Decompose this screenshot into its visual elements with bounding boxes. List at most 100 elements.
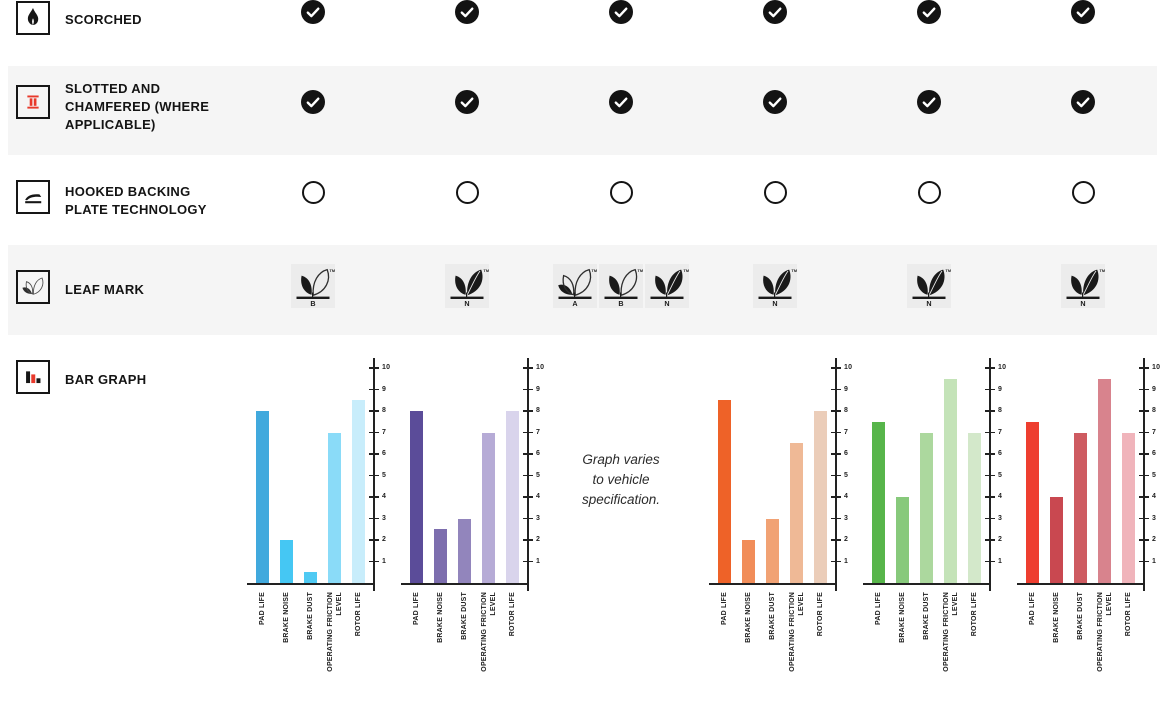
y-axis-tick-label: 5 bbox=[382, 471, 387, 479]
row-label-slotted-chamfered: SLOTTED AND CHAMFERED (WHERE APPLICABLE) bbox=[65, 81, 210, 132]
y-axis-tick bbox=[1139, 410, 1149, 412]
y-axis-tick bbox=[985, 367, 995, 369]
leaf-mark-box: N TM bbox=[645, 264, 689, 308]
y-axis-tick-label: 8 bbox=[1152, 407, 1157, 414]
y-axis-tick-label: 8 bbox=[844, 407, 849, 414]
check-wrap bbox=[609, 0, 633, 66]
y-axis-tick bbox=[831, 367, 841, 369]
y-axis-tick-label: 4 bbox=[844, 493, 849, 500]
category-label: PAD LIFE bbox=[259, 592, 266, 625]
leaf-mark-tm: TM bbox=[1100, 269, 1105, 273]
y-axis-tick bbox=[523, 431, 533, 434]
check-icon bbox=[455, 90, 479, 114]
bar-graph-chart-red: 1 2 3 4 5 6 7 8 9 10 PAD LIFE BRAKE NOISE BRAKE DUST… bbox=[1017, 358, 1162, 672]
y-axis-tick bbox=[831, 517, 841, 520]
row-bar-graph: BAR GRAPH 1 2 3 4 5 6 7 8 9 10 PAD LIFE BRAKE NOISE B… bbox=[8, 335, 1160, 672]
y-axis-tick-label: 10 bbox=[998, 364, 1007, 371]
y-axis-tick bbox=[523, 410, 533, 412]
y-axis-tick-label: 8 bbox=[382, 407, 387, 414]
check-wrap bbox=[455, 0, 479, 66]
empty-circle-icon bbox=[609, 181, 633, 204]
y-axis-line bbox=[1143, 358, 1145, 591]
y-axis-tick-label: 1 bbox=[536, 557, 541, 565]
cell-col-1: B TM bbox=[236, 245, 390, 335]
y-axis-tick bbox=[369, 453, 379, 455]
bar-operating-friction-level bbox=[790, 443, 803, 583]
y-axis-tick bbox=[1139, 539, 1149, 541]
row-slotted-chamfered: SLOTTED AND CHAMFERED (WHERE APPLICABLE) bbox=[8, 66, 1157, 155]
bar-operating-friction-level bbox=[482, 432, 495, 583]
bar-operating-friction-level bbox=[944, 378, 957, 583]
cell-col-5: N TM bbox=[852, 245, 1006, 335]
leaf-mark-tm: TM bbox=[484, 269, 489, 273]
row-cells: 1 2 3 4 5 6 7 8 9 10 PAD LIFE BRAKE NOISE BRAKE DUST… bbox=[236, 335, 1160, 672]
slotted-pad-icon bbox=[27, 95, 39, 109]
row-cells bbox=[236, 66, 1160, 155]
flame-icon-box bbox=[16, 1, 50, 35]
y-axis-tick-label: 10 bbox=[382, 364, 391, 371]
y-axis-tick bbox=[985, 539, 995, 541]
cell-col-4 bbox=[698, 155, 852, 245]
empty-circle-icon bbox=[917, 181, 941, 204]
category-label: OPERATING FRICTION LEVEL bbox=[326, 592, 343, 672]
y-axis-tick bbox=[523, 560, 533, 563]
y-axis-tick bbox=[985, 431, 995, 434]
cell-col-3: A TM B TM N TM bbox=[544, 245, 698, 335]
y-axis-tick-label: 10 bbox=[1152, 364, 1161, 371]
row-label-leaf-mark: LEAF MARK bbox=[65, 282, 145, 297]
leaf-mark-tm: TM bbox=[592, 269, 597, 273]
slotted-pad-icon-box bbox=[16, 85, 50, 119]
chart-plot-area: 1 2 3 4 5 6 7 8 9 10 bbox=[401, 358, 546, 591]
row-label-scorched: SCORCHED bbox=[65, 12, 142, 27]
bar-chart-icon bbox=[26, 371, 41, 384]
y-axis-tick bbox=[1139, 431, 1149, 434]
y-axis-tick-label: 7 bbox=[1152, 428, 1157, 436]
y-axis-tick bbox=[831, 453, 841, 455]
leaf-mark-letter: B bbox=[618, 299, 623, 308]
category-label: OPERATING FRICTION LEVEL bbox=[1096, 592, 1113, 672]
check-wrap bbox=[455, 90, 479, 155]
row-leaf-mark: LEAF MARK B TM N TM A TM B TM bbox=[8, 245, 1157, 335]
cell-col-2 bbox=[390, 155, 544, 245]
y-axis-tick bbox=[369, 539, 379, 541]
check-icon bbox=[763, 0, 787, 24]
category-label: PAD LIFE bbox=[721, 592, 728, 625]
cell-col-6 bbox=[1006, 155, 1160, 245]
check-icon bbox=[1071, 0, 1095, 24]
y-axis-tick-label: 2 bbox=[998, 536, 1003, 543]
bar-rotor-life bbox=[814, 411, 827, 583]
y-axis-tick-label: 3 bbox=[844, 514, 849, 522]
category-label: OPERATING FRICTION LEVEL bbox=[480, 592, 497, 672]
y-axis-tick bbox=[985, 388, 995, 391]
bar-graph-chart-orange: 1 2 3 4 5 6 7 8 9 10 PAD LIFE BRAKE NOISE BRAKE DUST… bbox=[709, 358, 854, 672]
check-icon bbox=[301, 90, 325, 114]
y-axis-tick-label: 2 bbox=[382, 536, 387, 543]
leaf-mark-n: N TM bbox=[450, 269, 489, 308]
category-label: BRAKE NOISE bbox=[1053, 592, 1060, 643]
y-axis-tick bbox=[369, 431, 379, 434]
row-cells bbox=[236, 0, 1160, 66]
y-axis-tick bbox=[369, 410, 379, 412]
y-axis-tick-label: 2 bbox=[1152, 536, 1157, 543]
y-axis-tick-label: 6 bbox=[998, 450, 1003, 457]
y-axis-tick bbox=[1139, 517, 1149, 520]
empty-circle-icon bbox=[301, 181, 325, 204]
y-axis-tick-label: 6 bbox=[536, 450, 541, 457]
cell-col-6: N TM bbox=[1006, 245, 1160, 335]
leaf-mark-letter: N bbox=[926, 299, 931, 308]
category-label: OPERATING FRICTION LEVEL bbox=[942, 592, 959, 672]
leaf-mark-letter: N bbox=[772, 299, 777, 308]
category-label: BRAKE DUST bbox=[769, 592, 776, 640]
x-axis-line bbox=[247, 583, 375, 585]
x-axis-line bbox=[863, 583, 991, 585]
y-axis-tick-label: 3 bbox=[536, 514, 541, 522]
check-icon bbox=[455, 0, 479, 24]
y-axis-tick-label: 3 bbox=[382, 514, 387, 522]
category-label: BRAKE DUST bbox=[307, 592, 314, 640]
y-axis-line bbox=[835, 358, 837, 591]
cell-col-5 bbox=[852, 0, 1006, 66]
leaf-mark-box: A TM bbox=[553, 264, 597, 308]
bar-rotor-life bbox=[352, 400, 365, 583]
leaf-mark-letter: N bbox=[664, 299, 669, 308]
cell-col-2: 1 2 3 4 5 6 7 8 9 10 PAD LIFE BRAKE NOISE BRAKE DUST… bbox=[390, 335, 546, 672]
